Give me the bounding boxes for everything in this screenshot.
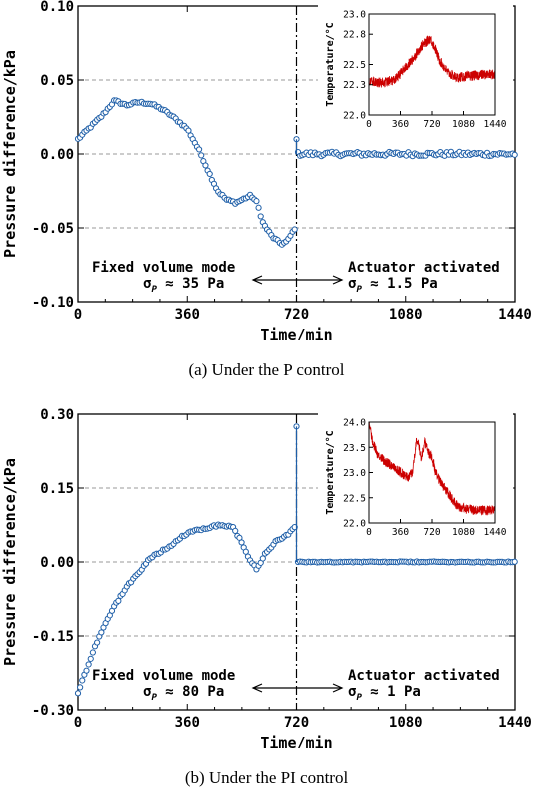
y-tick-label: 0.10 — [40, 0, 74, 15]
annotation-left-title: Fixed volume mode — [92, 260, 235, 276]
inset-x-tick-label: 360 — [392, 527, 409, 538]
data-point — [94, 639, 101, 646]
chart-a: -0.10 -0.05 0.00 0.05 0.10 0 360 720 1080 1440 Tim… — [1, 0, 532, 340]
data-point — [198, 152, 205, 159]
y-tick-label: 0.30 — [40, 408, 74, 423]
y-tick-label: 0.05 — [40, 73, 74, 89]
data-point — [259, 555, 266, 562]
y-tick-label: 0.15 — [40, 481, 74, 497]
x-tick-label: 0 — [74, 715, 82, 731]
x-axis-label: Time/min — [260, 734, 332, 748]
data-point — [257, 213, 264, 220]
data-point — [74, 690, 82, 697]
data-point — [89, 649, 96, 656]
data-series — [74, 423, 518, 697]
y-tick-label: 0.00 — [40, 147, 74, 163]
data-point — [85, 661, 92, 668]
y-axis-label: Pressure difference/kPa — [1, 458, 19, 666]
x-tick-label: 1080 — [389, 715, 423, 731]
arrow-head-left — [251, 275, 263, 285]
chart-b: -0.30 -0.15 0.00 0.15 0.30 0 360 720 1080 1440 Tim… — [1, 408, 532, 748]
data-point — [79, 677, 86, 684]
inset-x-tick-label: 1440 — [484, 119, 507, 130]
inset-y-tick-label: 23.5 — [343, 443, 366, 454]
inset-y-tick-label: 22.3 — [343, 80, 366, 91]
x-tick-label: 360 — [175, 307, 200, 323]
data-point — [195, 146, 203, 153]
x-tick-label: 720 — [284, 715, 309, 731]
arrow-head-right — [332, 683, 344, 693]
x-tick-label: 360 — [175, 715, 200, 731]
inset-y-tick-label: 22.0 — [343, 519, 366, 530]
y-axis-label: Pressure difference/kPa — [1, 50, 19, 258]
data-point — [115, 597, 122, 604]
data-point — [87, 655, 94, 662]
inset-x-tick-label: 0 — [366, 119, 372, 130]
y-tick-label: -0.30 — [32, 703, 74, 719]
data-point — [202, 162, 209, 169]
inset-background — [318, 412, 513, 548]
data-point — [206, 170, 213, 178]
caption-a: (a) Under the P control — [188, 360, 345, 379]
arrow-head-right — [332, 275, 344, 285]
data-point — [255, 204, 262, 211]
y-tick-label: -0.10 — [32, 295, 74, 311]
x-tick-label: 1440 — [498, 715, 532, 731]
data-point — [238, 539, 245, 546]
y-tick-label: -0.05 — [32, 221, 74, 237]
caption-b: (b) Under the PI control — [184, 768, 349, 787]
inset-y-tick-label: 23.0 — [343, 10, 366, 21]
x-axis-label: Time/min — [260, 326, 332, 340]
annotation-right-title: Actuator activated — [348, 260, 500, 276]
inset-y-tick-label: 22.0 — [343, 111, 366, 122]
annotation-right-sigma: σP ≈ 1.5 Pa — [348, 276, 438, 295]
inset-y-axis-label: Temperature/°C — [325, 430, 336, 514]
x-tick-label: 720 — [284, 307, 309, 323]
inset-x-tick-label: 360 — [392, 119, 409, 130]
inset-x-tick-label: 0 — [366, 527, 372, 538]
annotation-left-title: Fixed volume mode — [92, 668, 235, 684]
data-series — [74, 97, 518, 248]
data-point — [253, 198, 260, 205]
y-tick-label: -0.15 — [32, 629, 74, 645]
data-point — [291, 226, 298, 233]
data-point — [511, 558, 518, 565]
inset-x-tick-label: 1080 — [452, 527, 475, 538]
y-tick-label: 0.00 — [40, 555, 74, 571]
inset-temperature-trace — [368, 35, 496, 88]
inset-y-tick-label: 24.0 — [343, 418, 366, 429]
inset-x-tick-label: 720 — [423, 527, 440, 538]
inset-x-tick-label: 1440 — [484, 527, 507, 538]
inset-y-tick-label: 22.5 — [343, 60, 366, 71]
inset-y-tick-label: 23.0 — [343, 468, 366, 479]
data-point — [83, 667, 90, 674]
data-point — [98, 629, 105, 636]
data-point — [232, 527, 239, 534]
arrow-head-left — [251, 683, 263, 693]
x-tick-label: 0 — [74, 307, 82, 323]
annotation-right-sigma: σP ≈ 1 Pa — [348, 684, 421, 703]
inset-x-tick-label: 1080 — [452, 119, 475, 130]
inset-y-tick-label: 22.5 — [343, 493, 366, 504]
inset-temperature-trace — [368, 421, 496, 516]
annotation-left-sigma: σP ≈ 80 Pa — [143, 684, 224, 703]
inset-y-tick-label: 22.8 — [343, 30, 366, 41]
data-point — [77, 684, 84, 691]
data-point — [185, 127, 192, 134]
inset-x-tick-label: 720 — [423, 119, 440, 130]
annotation-right-title: Actuator activated — [348, 668, 500, 684]
data-point — [511, 151, 518, 158]
inset-y-axis-label: Temperature/°C — [325, 22, 336, 106]
annotation-left-sigma: σP ≈ 35 Pa — [143, 276, 224, 295]
x-tick-label: 1080 — [389, 307, 423, 323]
x-tick-label: 1440 — [498, 307, 532, 323]
